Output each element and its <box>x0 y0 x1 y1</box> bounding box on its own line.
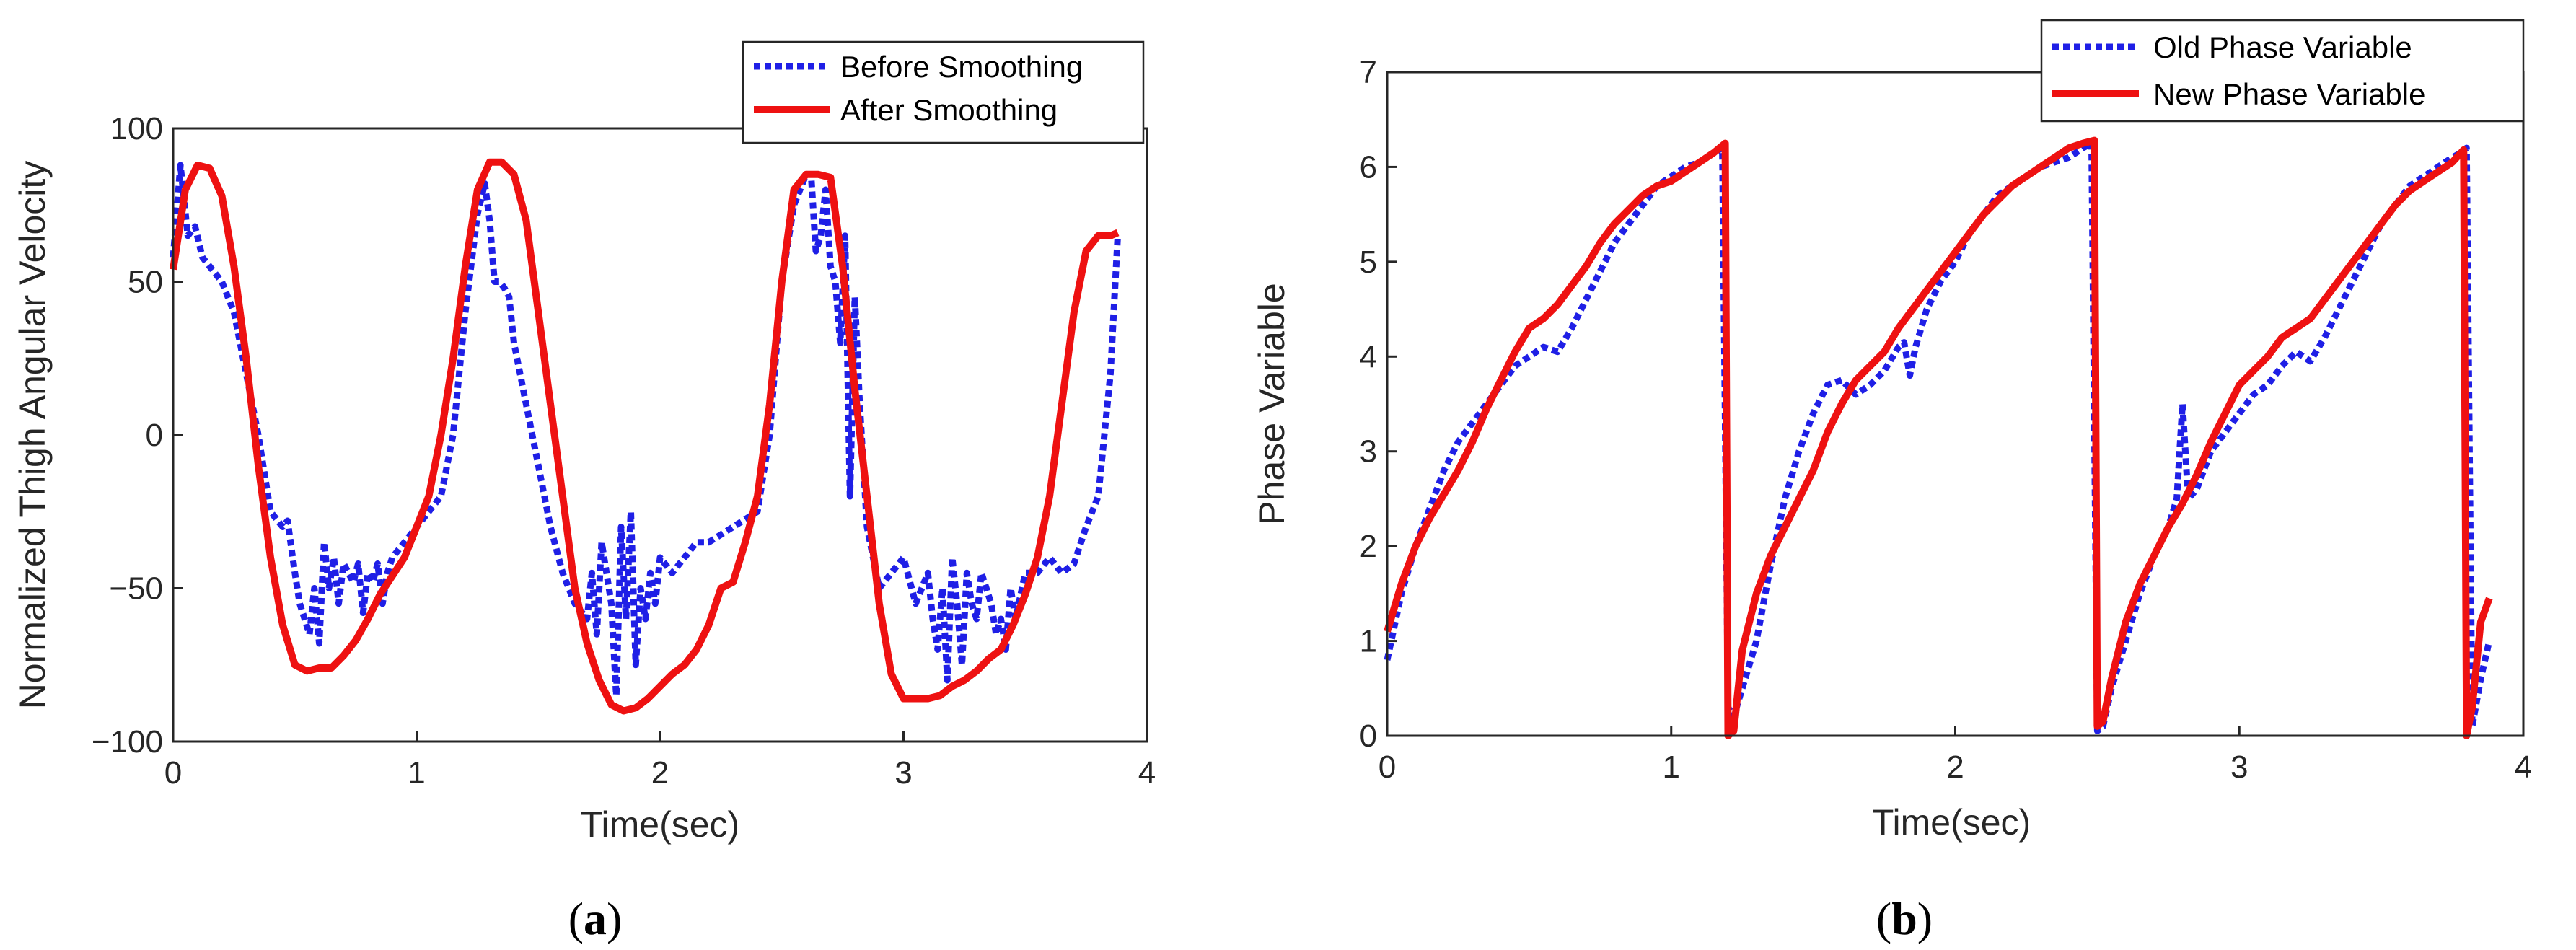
panel-b-x-label: Time(sec) <box>1872 802 2031 843</box>
panel-b-legend-label-old: Old Phase Variable <box>2153 30 2412 64</box>
panel-a-legend: Before Smoothing After Smoothing <box>742 40 1145 144</box>
panel-a: 0 1 2 3 4 −100 −50 0 50 100 Time(sec) Normalized … <box>12 40 1156 944</box>
panel-b: 0 1 2 3 4 0 1 2 3 4 5 6 7 Time(sec) Phase Variable O… <box>1252 19 2533 944</box>
panel-b-y-tick-label: 0 <box>1360 718 1377 754</box>
panel-b-y-label: Phase Variable <box>1252 283 1292 524</box>
panel-a-legend-label-before: Before Smoothing <box>840 50 1083 84</box>
panel-a-x-tick-label: 3 <box>894 755 912 791</box>
panel-b-y-tick-label: 4 <box>1360 339 1377 374</box>
panel-a-grid-layer: 0 1 2 3 4 −100 −50 0 50 100 <box>92 111 1156 791</box>
panel-a-y-label: Normalized Thigh Angular Velocity <box>12 161 53 710</box>
panel-b-y-tick-label: 1 <box>1360 624 1377 659</box>
panel-b-caption: (b) <box>1876 893 1933 944</box>
panel-a-x-tick-label: 0 <box>164 755 182 791</box>
panel-a-caption-open: ( <box>568 893 584 944</box>
panel-a-series-solid-line <box>170 158 1120 715</box>
panel-b-x-tick-label: 1 <box>1663 749 1680 785</box>
panel-b-series-solid-line <box>1384 136 2493 739</box>
panel-b-x-tick-label: 3 <box>2230 749 2248 785</box>
panel-a-caption-letter: a <box>584 893 607 944</box>
panel-b-x-tick-label: 0 <box>1379 749 1396 785</box>
panel-a-caption: (a) <box>568 893 623 944</box>
panel-a-y-tick-label: 100 <box>110 111 163 146</box>
panel-b-x-tick-label: 2 <box>1946 749 1964 785</box>
panel-b-axes-box <box>1386 71 2525 737</box>
panel-a-x-tick-label: 1 <box>408 755 425 791</box>
panel-a-series-dotted-line <box>170 162 1121 699</box>
panel-b-caption-letter: b <box>1891 893 1917 944</box>
panel-b-caption-open: ( <box>1876 893 1891 944</box>
panel-a-legend-label-after: After Smoothing <box>840 93 1058 127</box>
panel-a-y-tick-label: −100 <box>92 724 163 760</box>
panel-a-y-tick-label: 50 <box>128 265 163 300</box>
panel-b-legend-label-new: New Phase Variable <box>2153 77 2425 111</box>
panel-b-y-tick-label: 5 <box>1360 245 1377 280</box>
panel-b-legend-box <box>2040 19 2525 123</box>
panel-b-y-tick-label: 3 <box>1360 434 1377 470</box>
panel-b-y-tick-label: 2 <box>1360 529 1377 564</box>
panel-a-y-tick-label: 0 <box>146 418 163 453</box>
panel-b-x-tick-label: 4 <box>2515 749 2532 785</box>
panel-a-x-tick-label: 4 <box>1138 755 1156 791</box>
panel-a-caption-close: ) <box>607 893 622 944</box>
panel-b-legend: Old Phase Variable New Phase Variable <box>2040 19 2525 123</box>
panel-b-grid-layer: 0 1 2 3 4 0 1 2 3 4 5 6 7 <box>1360 55 2533 785</box>
panel-a-x-tick-label: 2 <box>651 755 669 791</box>
panel-b-y-tick-label: 6 <box>1360 149 1377 185</box>
panel-b-y-tick-label: 7 <box>1360 55 1377 90</box>
panel-a-legend-box <box>742 40 1145 144</box>
panel-a-axes-box <box>172 127 1148 743</box>
panel-a-x-label: Time(sec) <box>581 804 739 845</box>
panel-b-series-dotted-line <box>1384 140 2493 734</box>
panel-a-y-tick-label: −50 <box>109 571 163 607</box>
panel-b-caption-close: ) <box>1917 893 1933 944</box>
